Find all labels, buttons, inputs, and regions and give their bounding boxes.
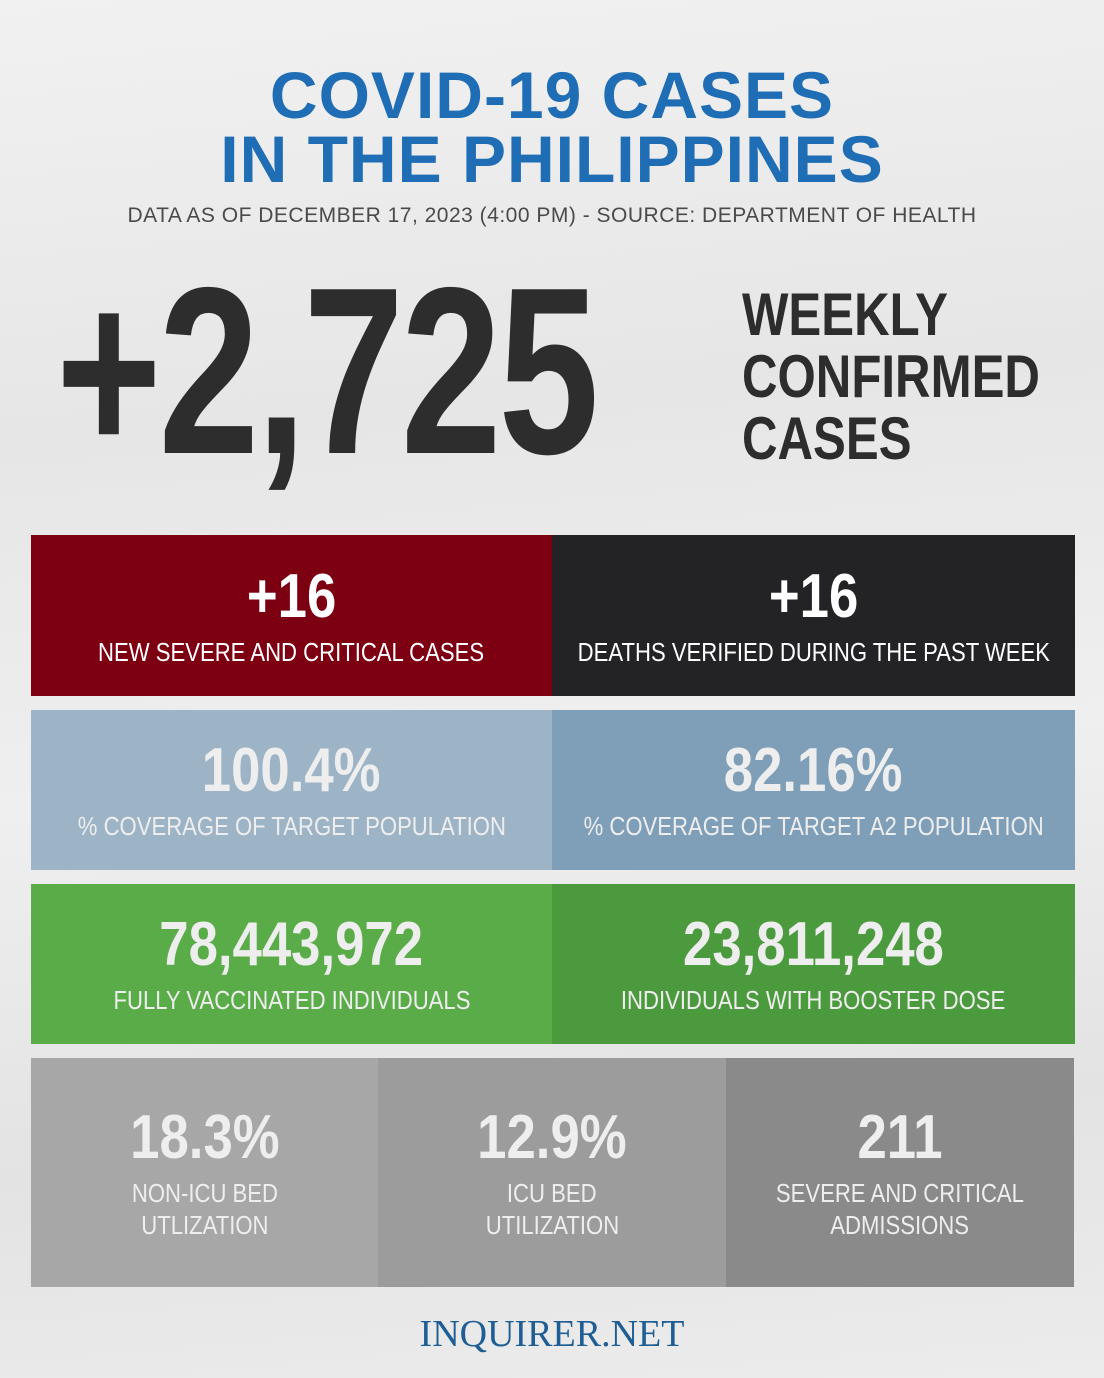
stat-value: 100.4% — [202, 736, 381, 805]
stat-value: 78,443,972 — [159, 910, 424, 979]
stat-label: DEATHS VERIFIED DURING THE PAST WEEK — [577, 636, 1050, 667]
stat-label: ICU BED — [507, 1177, 597, 1208]
stat-label: INDIVIDUALS WITH BOOSTER DOSE — [621, 985, 1006, 1015]
weekly-cases-label: WEEKLY CONFIRMED CASES — [742, 284, 1104, 470]
subtitle: DATA AS OF DECEMBER 17, 2023 (4:00 PM) -… — [127, 204, 977, 227]
stat-label: SEVERE AND CRITICAL — [775, 1177, 1025, 1208]
weekly-cases-value: +2,725 — [56, 239, 599, 504]
inquirer-logo: INQUIRER.NET — [419, 1313, 685, 1355]
label-line: CASES — [742, 405, 912, 472]
booster-card: 23,811,248 INDIVIDUALS WITH BOOSTER DOSE — [552, 884, 1075, 1044]
title-line-2: IN THE PHILIPPINES — [220, 122, 884, 196]
stat-label: FULLY VACCINATED INDIVIDUALS — [113, 985, 470, 1015]
stat-label: ADMISSIONS — [830, 1209, 970, 1240]
icu-card: 12.9% ICU BED UTILIZATION — [378, 1058, 726, 1287]
label-line: CONFIRMED — [742, 343, 1040, 410]
stat-value: 18.3% — [129, 1102, 280, 1172]
coverage-a2-card: 82.16% % COVERAGE OF TARGET A2 POPULATIO… — [552, 710, 1075, 870]
title-line-1: COVID-19 CASES — [269, 58, 835, 132]
vaccinated-card: 78,443,972 FULLY VACCINATED INDIVIDUALS — [31, 884, 552, 1044]
stat-value: 12.9% — [477, 1102, 627, 1172]
stat-label: UTILIZATION — [485, 1209, 619, 1240]
stat-value: 211 — [857, 1102, 943, 1172]
stat-label: NON-ICU BED — [131, 1177, 278, 1208]
stat-label: NEW SEVERE AND CRITICAL CASES — [98, 636, 485, 667]
non-icu-card: 18.3% NON-ICU BED UTLIZATION — [31, 1058, 378, 1287]
severe-cases-card: +16 NEW SEVERE AND CRITICAL CASES — [31, 535, 552, 696]
stat-label: UTLIZATION — [140, 1209, 269, 1240]
admissions-card: 211 SEVERE AND CRITICAL ADMISSIONS — [726, 1058, 1074, 1287]
stat-value: +16 — [768, 561, 859, 631]
deaths-card: +16 DEATHS VERIFIED DURING THE PAST WEEK — [552, 535, 1075, 696]
stat-value: 82.16% — [724, 736, 903, 805]
coverage-card: 100.4% % COVERAGE OF TARGET POPULATION — [31, 710, 552, 870]
stat-label: % COVERAGE OF TARGET A2 POPULATION — [583, 811, 1044, 841]
stat-value: 23,811,248 — [683, 910, 944, 979]
label-line: WEEKLY — [742, 281, 948, 348]
stat-value: +16 — [246, 561, 337, 631]
stat-label: % COVERAGE OF TARGET POPULATION — [77, 811, 506, 841]
